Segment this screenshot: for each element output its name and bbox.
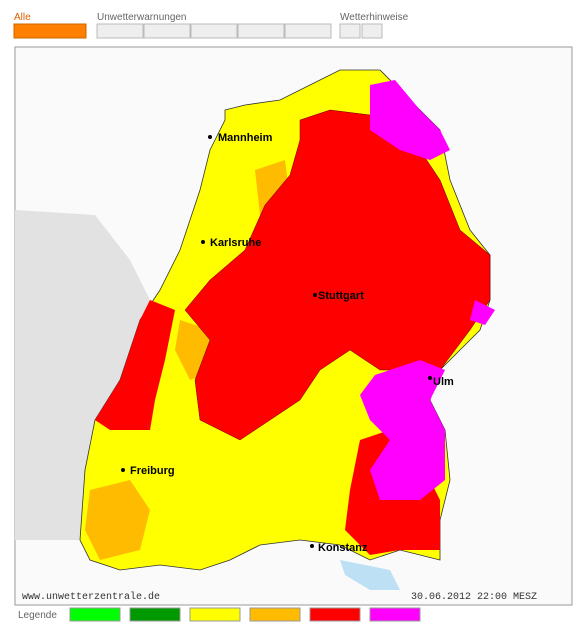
tab-label: Wetterhinweise (340, 12, 409, 23)
hint-button[interactable] (339, 23, 361, 39)
neighbor-region (15, 210, 150, 540)
city-label: Ulm (433, 376, 454, 388)
legend-swatch (189, 607, 241, 622)
city-marker (310, 544, 314, 548)
source-label: www.unwetterzentrale.de (22, 591, 160, 603)
city-label: Mannheim (218, 132, 273, 144)
snow-button[interactable] (190, 23, 238, 39)
warning-area-red (95, 300, 175, 430)
legend-swatch (309, 607, 361, 622)
warning-area-red (184, 109, 491, 441)
tab-label: Alle (14, 12, 31, 23)
legend-title: Legende (18, 610, 57, 621)
city-marker (428, 376, 432, 380)
city-marker (121, 468, 125, 472)
rain-button[interactable] (143, 23, 191, 39)
tab-label: Unwetterwarnungen (97, 12, 187, 23)
warning-area-orange (85, 480, 150, 560)
lake (340, 560, 400, 590)
wind-button[interactable] (96, 23, 144, 39)
city-marker (208, 135, 212, 139)
legend-swatch (129, 607, 181, 622)
hint-button[interactable] (361, 23, 383, 39)
legend-swatch (249, 607, 301, 622)
warning-area-magenta (360, 360, 445, 500)
city-marker (201, 240, 205, 244)
storm-button[interactable] (237, 23, 285, 39)
all-button[interactable] (13, 23, 87, 39)
timestamp: 30.06.2012 22:00 MESZ (411, 592, 537, 603)
legend-swatch (69, 607, 121, 622)
city-marker (313, 293, 317, 297)
city-label: Stuttgart (318, 290, 364, 302)
warning-area-magenta (370, 80, 450, 160)
legend (69, 607, 421, 622)
city-label: Freiburg (130, 465, 175, 477)
legend-swatch (369, 607, 421, 622)
ice-button[interactable] (284, 23, 332, 39)
city-label: Konstanz (318, 542, 368, 554)
city-label: Karlsruhe (210, 237, 261, 249)
warning-area-magenta (470, 300, 495, 325)
